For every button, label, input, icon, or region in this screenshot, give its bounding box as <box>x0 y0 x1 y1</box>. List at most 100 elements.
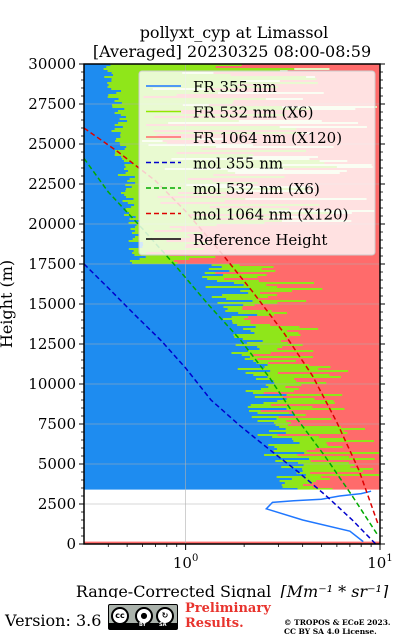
band-blue <box>84 414 295 416</box>
band-blue <box>84 352 232 354</box>
band-blue <box>84 316 232 318</box>
band-green <box>302 468 374 470</box>
band-green <box>247 350 314 352</box>
band-green <box>120 134 157 136</box>
band-green <box>274 382 327 384</box>
band-green <box>276 476 322 478</box>
band-blue <box>84 186 132 188</box>
chart-subtitle: [Averaged] 20230325 08:00-08:59 <box>93 42 371 61</box>
band-green <box>257 346 283 348</box>
band-blue <box>84 348 260 350</box>
band-blue <box>84 446 275 448</box>
band-green <box>217 302 278 304</box>
band-green <box>253 392 264 394</box>
band-blue <box>84 74 114 76</box>
by-icon: ● <box>135 607 153 625</box>
band-blue <box>84 288 251 290</box>
band-green <box>225 310 272 312</box>
band-green <box>204 272 216 274</box>
legend-label: FR 1064 nm (X120) <box>193 129 342 147</box>
band-blue <box>84 268 209 270</box>
band-blue <box>84 476 277 478</box>
band-blue <box>84 274 224 276</box>
band-green <box>309 458 375 460</box>
band-blue <box>84 86 108 88</box>
band-green <box>202 276 258 278</box>
band-blue <box>84 444 269 446</box>
band-green <box>110 64 242 66</box>
band-blue <box>84 360 254 362</box>
band-blue <box>84 148 125 150</box>
band-blue <box>84 350 248 352</box>
band-blue <box>84 300 253 302</box>
band-blue <box>84 308 228 310</box>
footer: Version: 3.6 cc ● ↻ BY SA Preliminary Re… <box>0 598 400 640</box>
band-green <box>235 344 303 346</box>
band-blue <box>84 158 123 160</box>
band-blue <box>84 466 282 468</box>
band-green <box>281 484 303 486</box>
band-blue <box>84 374 254 376</box>
legend-label: mol 1064 nm (X120) <box>193 206 348 224</box>
band-green <box>232 320 251 322</box>
y-tick-label: 22500 <box>28 175 76 193</box>
band-blue <box>84 110 119 112</box>
band-blue <box>84 124 115 126</box>
band-pale <box>294 68 330 70</box>
band-green <box>257 412 290 414</box>
band-green <box>233 334 301 336</box>
band-green <box>275 460 311 462</box>
band-blue <box>84 150 116 152</box>
band-blue <box>84 294 223 296</box>
band-blue <box>84 88 112 90</box>
band-green <box>207 278 224 280</box>
band-green <box>267 364 310 366</box>
series-line-mol-532-nm-x6- <box>84 157 379 537</box>
band-blue <box>84 358 245 360</box>
band-blue <box>84 172 126 174</box>
band-green <box>268 386 286 388</box>
band-green <box>231 316 248 318</box>
band-blue <box>84 438 293 440</box>
band-blue <box>84 152 116 154</box>
band-green <box>237 324 271 326</box>
band-blue <box>84 442 300 444</box>
band-blue <box>84 114 121 116</box>
band-blue <box>84 416 252 418</box>
band-blue <box>84 430 270 432</box>
band-blue <box>84 80 112 82</box>
band-blue <box>84 472 297 474</box>
band-blue <box>84 92 117 94</box>
band-green <box>253 374 330 376</box>
band-green <box>223 306 243 308</box>
band-green <box>129 260 174 262</box>
band-blue <box>84 134 121 136</box>
band-blue <box>84 250 134 252</box>
band-blue <box>84 244 144 246</box>
band-green <box>285 428 365 430</box>
cc-license-badge[interactable]: cc ● ↻ BY SA <box>108 604 178 630</box>
by-label: BY <box>139 622 147 628</box>
band-blue <box>84 248 129 250</box>
band-green <box>232 322 251 324</box>
legend: FR 355 nm FR 532 nm (X6) FR 1064 nm (X120)… <box>138 70 376 256</box>
band-green <box>223 318 245 320</box>
band-blue <box>84 70 108 72</box>
band-blue <box>84 456 279 458</box>
band-green <box>211 296 268 298</box>
band-blue <box>84 452 305 454</box>
band-blue <box>84 402 264 404</box>
band-blue <box>84 180 128 182</box>
band-blue <box>84 232 133 234</box>
chart-title: pollyxt_cyp at Limassol <box>140 23 329 42</box>
band-blue <box>84 436 273 438</box>
band-blue <box>84 408 287 410</box>
band-green <box>299 442 327 444</box>
band-blue <box>84 428 286 430</box>
band-blue <box>84 212 130 214</box>
band-green <box>279 480 317 482</box>
series-line-mol-355-nm <box>84 263 377 544</box>
band-green <box>106 66 216 68</box>
band-blue <box>84 178 130 180</box>
band-blue <box>84 468 303 470</box>
